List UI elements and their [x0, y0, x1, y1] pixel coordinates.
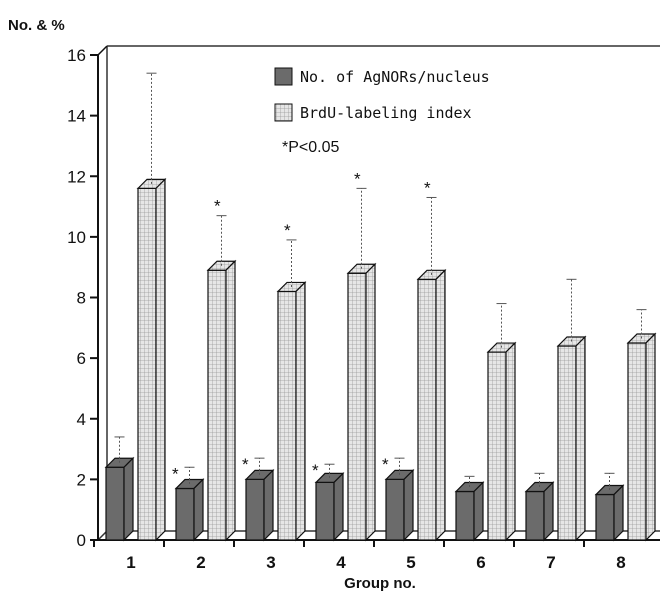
- brdu-bar-side: [575, 335, 586, 542]
- brdu-bar-front: [557, 345, 577, 541]
- legend-swatch-brdu: [274, 103, 293, 122]
- x-tick-label: 2: [196, 553, 205, 572]
- brdu-bar-front: [207, 269, 227, 541]
- y-tick-label: 2: [77, 470, 86, 489]
- x-tick-label: 1: [126, 553, 135, 572]
- x-tick-label: 4: [336, 553, 346, 572]
- brdu-bar-front: [277, 290, 297, 541]
- agnor-bar-front: [245, 478, 265, 541]
- agnor-bar-front: [175, 487, 195, 541]
- agnor-bar-side: [473, 481, 484, 542]
- x-tick-label: 5: [406, 553, 415, 572]
- agnor-bar-side: [543, 481, 554, 542]
- legend-label-brdu: BrdU-labeling index: [300, 104, 472, 122]
- x-tick-label: 6: [476, 553, 485, 572]
- y-tick-label: 4: [77, 410, 86, 429]
- agnor-significance-star: *: [172, 464, 179, 483]
- brdu-significance-star: *: [354, 169, 361, 188]
- y-tick-label: 8: [77, 289, 86, 308]
- brdu-bar-side: [225, 259, 236, 542]
- brdu-significance-star: *: [424, 178, 431, 197]
- agnor-bar-side: [193, 478, 204, 542]
- agnor-bar-front: [525, 490, 545, 541]
- y-tick-label: 6: [77, 349, 86, 368]
- agnor-bar-front: [315, 481, 335, 541]
- x-tick-label: 7: [546, 553, 555, 572]
- axis-corner: [97, 45, 108, 56]
- y-tick-label: 10: [67, 228, 86, 247]
- agnor-bar-front: [105, 466, 125, 541]
- agnor-bar-side: [613, 484, 624, 542]
- y-tick-label: 0: [77, 531, 86, 550]
- legend-label-agnor: No. of AgNORs/nucleus: [300, 68, 490, 86]
- brdu-bar-front: [347, 272, 367, 541]
- legend-swatch-agnor: [274, 67, 293, 86]
- agnor-significance-star: *: [312, 461, 319, 480]
- brdu-bar-side: [435, 268, 446, 542]
- brdu-bar-front: [487, 351, 507, 541]
- significance-note: *P<0.05: [282, 139, 339, 156]
- agnor-significance-star: *: [382, 455, 389, 474]
- brdu-bar-front: [627, 342, 647, 541]
- y-tick-label: 14: [67, 107, 86, 126]
- brdu-bar-side: [645, 332, 656, 542]
- agnor-bar-front: [455, 490, 475, 541]
- y-axis-label: No. & %: [8, 17, 65, 34]
- x-tick-label: 8: [616, 553, 625, 572]
- brdu-bar-front: [137, 187, 157, 541]
- agnor-bar-front: [385, 478, 405, 541]
- brdu-significance-star: *: [284, 221, 291, 240]
- legend: No. of AgNORs/nucleus BrdU-labeling inde…: [274, 67, 490, 122]
- agnor-significance-star: *: [242, 455, 249, 474]
- agnor-bar-side: [333, 471, 344, 542]
- x-tick-label: 3: [266, 553, 275, 572]
- x-axis-label: Group no.: [344, 575, 416, 592]
- agnor-bar-side: [123, 456, 134, 542]
- brdu-bar-side: [505, 341, 516, 542]
- agnor-bar-side: [403, 468, 414, 542]
- y-tick-label: 16: [67, 46, 86, 65]
- agnor-bar-front: [595, 493, 615, 541]
- brdu-bar-side: [365, 262, 376, 542]
- agnor-bar-side: [263, 468, 274, 542]
- y-tick-label: 12: [67, 167, 86, 186]
- brdu-significance-star: *: [214, 197, 221, 216]
- brdu-bar-side: [155, 177, 166, 542]
- brdu-bar-front: [417, 278, 437, 541]
- plot-area: 0 2 4 6 8 10 12 14 16 1 * * 2 * * 3 * * 4 * * 5 6 7 8: [67, 45, 660, 572]
- brdu-bar-side: [295, 280, 306, 542]
